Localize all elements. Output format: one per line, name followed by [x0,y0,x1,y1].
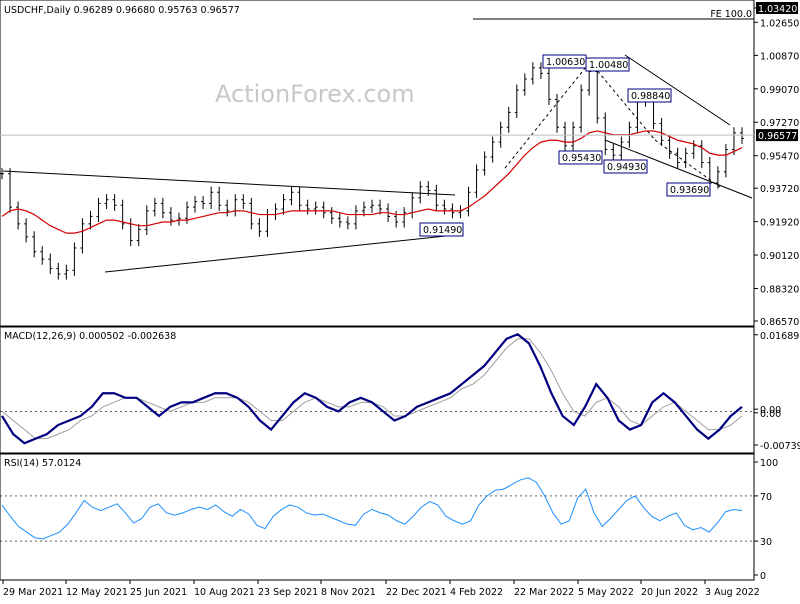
rsi-y-label: 100 [760,458,778,469]
price-y-label: 1.00870 [760,51,799,62]
price-y-label: 0.93720 [760,184,799,195]
rsi-y-label: 70 [760,492,772,503]
macd-y-label: 0.00 [760,405,781,416]
x-tick-label: 5 May 2022 [578,587,634,598]
annotation-label: 0.95430 [562,153,601,164]
x-tick-label: 3 Aug 2022 [705,587,760,598]
trendline [104,234,456,273]
macd-panel-frame [0,326,755,454]
rsi-header: RSI(14) 57.0124 [4,458,81,469]
macd-y-label: 0.00 [760,409,781,420]
current-price-label: 0.96577 [758,131,797,142]
annotation-label: 0.93690 [670,185,709,196]
current-price-box [756,129,798,142]
annotation-box [627,88,672,103]
rsi-layer [0,477,754,542]
trendline [589,61,656,141]
x-tick-label: 20 Jun 2022 [641,587,698,598]
trendline [504,61,591,169]
watermark: ActionForex.com [215,80,415,108]
price-y-label: 0.88320 [760,284,799,295]
x-tick-label: 8 Nov 2021 [321,587,376,598]
x-tick-label: 4 Feb 2022 [450,587,503,598]
trendline [604,139,753,199]
rsi-y-label: 0 [760,571,766,582]
fibo-label: FE 100.0 [710,9,752,20]
price-y-label: 0.97270 [760,118,799,129]
macd-header: MACD(12,26,9) 0.000502 -0.002638 [4,331,176,342]
x-tick-label: 22 Dec 2021 [386,587,447,598]
price-y-label: 0.91920 [760,218,799,229]
annotation-label: 0.94930 [607,162,646,173]
annotation-label: 1.00480 [589,60,628,71]
price-y-label: 1.02650 [760,18,799,29]
trendline [624,54,731,126]
macd-layer [0,333,754,445]
price-y-label: 0.99070 [760,85,799,96]
x-tick-label: 29 Mar 2021 [3,587,63,598]
trendline [2,170,456,196]
price-y-label: 0.90120 [760,251,799,262]
annotation-label: 0.91490 [423,225,462,236]
x-tick-label: 23 Sep 2021 [258,587,318,598]
x-tick-label: 25 Jun 2021 [130,587,187,598]
annotation-box [603,159,648,174]
macd-y-label: 0.016893 [760,331,800,342]
annotation-box [558,150,603,165]
price-y-label: 0.86570 [760,317,799,328]
fibo-price-box [756,2,798,14]
price-header: USDCHF,Daily 0.96289 0.96680 0.95763 0.9… [4,5,240,16]
macd-y-label: -0.007393 [760,441,800,452]
x-tick-label: 10 Aug 2021 [194,587,255,598]
rsi-y-label: 30 [760,537,772,548]
annotation-box [666,182,711,197]
rsi-line [1,477,743,540]
annotation-label: 1.00630 [546,57,585,68]
trendline [654,139,721,188]
price-y-label: 1.03420 [758,4,797,15]
macd-line [1,333,743,445]
annotation-label: 0.98840 [631,91,670,102]
rsi-panel-frame [0,453,755,581]
annotation-box [585,57,630,72]
price-y-label: 0.95470 [760,152,799,163]
annotation-box [419,222,464,237]
x-tick-label: 22 Mar 2022 [514,587,574,598]
x-tick-label: 12 May 2021 [66,587,128,598]
price-layer: FE 100.0 1.00630 1.00480 0.98840 0.95430 0.94… [0,9,754,280]
